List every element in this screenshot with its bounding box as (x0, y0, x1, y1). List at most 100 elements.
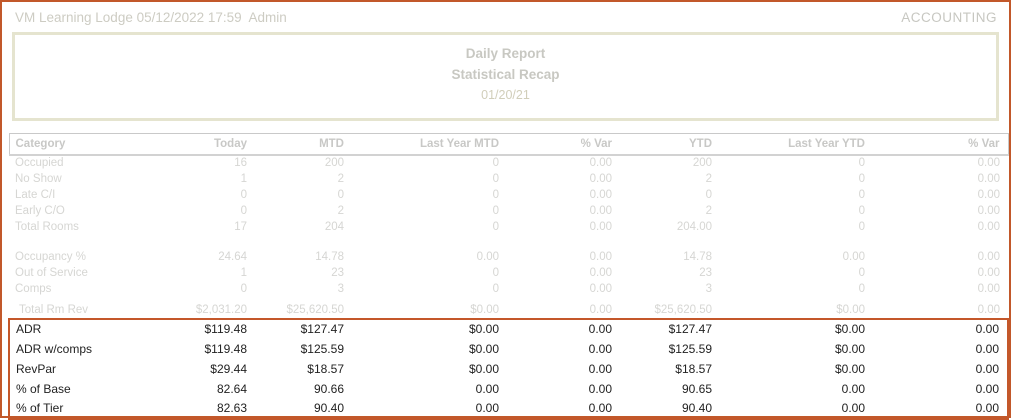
category-cell: Total Rooms (15, 220, 79, 233)
value-cell: 0.00 (589, 220, 612, 233)
value-cell: 0.00 (977, 282, 1000, 295)
report-title: Daily Report (465, 46, 546, 61)
value-cell: $119.48 (204, 341, 248, 356)
col-header-last-year-mtd: Last Year MTD (419, 137, 499, 150)
value-cell: 0 (858, 282, 865, 295)
col-header-category: Category (15, 137, 66, 150)
table-body-highlighted: ADR $119.48 $127.47 $0.00 0.00 $127.47 $0.00 0.… (9, 318, 1008, 419)
value-cell: 0 (492, 204, 499, 217)
value-cell: $29.44 (210, 361, 247, 376)
value-cell: $125.59 (668, 341, 712, 356)
table-row: Late C/I 0 0 0 0.00 0 0 0.00 (9, 187, 1008, 203)
value-cell: 0.00 (977, 304, 1000, 316)
value-cell: $18.57 (675, 361, 712, 376)
value-cell: 0 (492, 188, 499, 201)
value-cell: $25,620.50 (286, 304, 344, 316)
table-row: % of Tier 82.63 90.40 0.00 0.00 90.40 0.00 0.00 (9, 399, 1008, 419)
table-row: Occupied 16 200 0 0.00 200 0 0.00 (9, 155, 1008, 171)
value-cell: 82.63 (216, 401, 247, 415)
col-header-pct-var-mtd: % Var (580, 137, 612, 150)
value-cell: $2,031.20 (195, 304, 247, 316)
table-row: Comps 0 3 0 0.00 3 0 0.00 (9, 281, 1008, 297)
category-cell: Occupancy % (15, 250, 86, 263)
value-cell: 0.00 (476, 250, 499, 263)
value-cell: 2 (705, 204, 712, 217)
value-cell: 204 (324, 220, 344, 233)
table-row: Total Rm Rev $2,031.20 $25,620.50 $0.00 0.00… (9, 303, 1008, 319)
value-cell: 2 (705, 172, 712, 185)
value-cell: 0.00 (842, 250, 865, 263)
table-row: ADR $119.48 $127.47 $0.00 0.00 $127.47 $0.00 0.… (9, 319, 1008, 339)
value-cell: 0 (858, 172, 865, 185)
value-cell: 0 (492, 266, 499, 279)
value-cell: 0.00 (589, 188, 612, 201)
value-cell: 0.00 (589, 204, 612, 217)
value-cell: 0.00 (977, 188, 1000, 201)
col-header-ytd: YTD (689, 137, 712, 150)
table-row: No Show 1 2 0 0.00 2 0 0.00 (9, 171, 1008, 187)
category-cell: ADR w/comps (16, 341, 93, 356)
value-cell: 0.00 (475, 381, 499, 396)
value-cell: 0 (858, 188, 865, 201)
value-cell: 0.00 (589, 172, 612, 185)
value-cell: 0.00 (589, 304, 612, 316)
category-cell: No Show (15, 172, 62, 185)
value-cell: 0 (240, 282, 247, 295)
value-cell: $0.00 (470, 304, 499, 316)
value-cell: 0.00 (841, 401, 865, 415)
category-cell: Out of Service (15, 266, 88, 279)
top-header-bar: VM Learning Lodge 05/12/2022 17:59 Admin… (2, 2, 1009, 25)
col-header-today: Today (213, 137, 247, 150)
value-cell: 0.00 (588, 381, 612, 396)
category-cell: ADR (16, 322, 42, 336)
value-cell: 3 (337, 282, 344, 295)
value-cell: 0 (705, 188, 712, 201)
table-header-row: Category Today MTD Last Year MTD % Var Y… (9, 133, 1008, 155)
spacer-row (9, 235, 1008, 249)
value-cell: 2 (337, 172, 344, 185)
value-cell: 0.00 (589, 266, 612, 279)
category-cell: Comps (15, 282, 52, 295)
category-cell: Early C/O (15, 204, 65, 217)
value-cell: 0.00 (977, 266, 1000, 279)
value-cell: 0.00 (977, 157, 1000, 169)
value-cell: 16 (234, 157, 247, 169)
category-cell: % of Base (16, 381, 71, 396)
value-cell: 90.65 (681, 381, 712, 396)
value-cell: $0.00 (468, 341, 499, 356)
property-datetime-user-label: VM Learning Lodge 05/12/2022 17:59 Admin (15, 10, 287, 25)
value-cell: 0.00 (841, 381, 865, 396)
value-cell: 0.00 (588, 322, 612, 336)
col-header-mtd: MTD (319, 137, 344, 150)
value-cell: 0.00 (977, 250, 1000, 263)
value-cell: 0 (337, 188, 344, 201)
report-title-box: Daily Report Statistical Recap 01/20/21 (12, 32, 999, 121)
table-row: Total Rooms 17 204 0 0.00 204.00 0 0.00 (9, 219, 1008, 235)
value-cell: 0.00 (589, 250, 612, 263)
table-row: Occupancy % 24.64 14.78 0.00 0.00 14.78 0.00 0.… (9, 249, 1008, 265)
value-cell: 0 (492, 172, 499, 185)
value-cell: 14.78 (683, 250, 712, 263)
category-cell: % of Tier (16, 401, 64, 415)
value-cell: $119.48 (204, 322, 248, 336)
value-cell: 90.40 (313, 401, 344, 415)
value-cell: 0.00 (475, 401, 499, 415)
table-body-muted: Occupied 16 200 0 0.00 200 0 0.00 No Show 1 2 0 0.00… (9, 155, 1008, 319)
col-header-last-year-ytd: Last Year YTD (788, 137, 865, 150)
table-row: RevPar $29.44 $18.57 $0.00 0.00 $18.57 $0.00 0.… (9, 359, 1008, 379)
value-cell: 0 (858, 157, 865, 169)
value-cell: 0 (858, 204, 865, 217)
value-cell: 0.00 (977, 204, 1000, 217)
value-cell: 17 (234, 220, 247, 233)
value-cell: 0.00 (588, 361, 612, 376)
value-cell: 0 (492, 282, 499, 295)
value-cell: 0.00 (975, 361, 999, 376)
report-date: 01/20/21 (481, 88, 530, 102)
value-cell: 0.00 (977, 220, 1000, 233)
value-cell: 90.66 (313, 381, 344, 396)
value-cell: 0.00 (975, 322, 999, 336)
value-cell: 0.00 (589, 157, 612, 169)
table-row: Early C/O 0 2 0 0.00 2 0 0.00 (9, 203, 1008, 219)
value-cell: 0 (492, 220, 499, 233)
